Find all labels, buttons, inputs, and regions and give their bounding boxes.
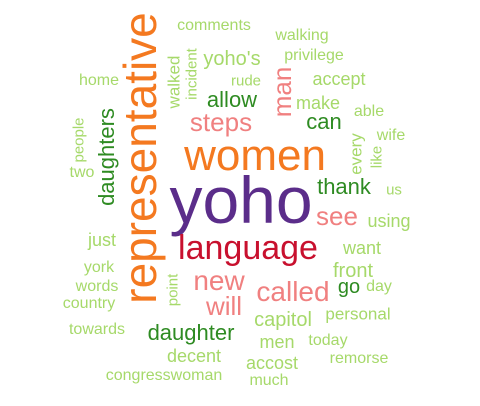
word-men: men	[259, 332, 295, 352]
word-country: country	[62, 295, 116, 312]
word-people: people	[70, 117, 88, 163]
word-go: go	[337, 276, 361, 298]
word-women: women	[184, 131, 326, 180]
word-walking: walking	[275, 27, 329, 44]
word-much: much	[249, 372, 289, 389]
word-language: language	[178, 229, 318, 267]
word-privilege: privilege	[284, 47, 344, 64]
word-yohos: yoho's	[203, 48, 261, 70]
word-wife: wife	[376, 127, 406, 144]
word-day: day	[366, 278, 392, 295]
word-daughters: daughters	[94, 108, 119, 206]
word-front: front	[332, 260, 374, 282]
word-want: want	[342, 238, 382, 258]
word-congresswoman: congresswoman	[105, 367, 223, 384]
word-can: can	[306, 109, 342, 134]
word-towards: towards	[68, 321, 126, 338]
word-us: us	[386, 181, 402, 199]
word-personal: personal	[325, 304, 391, 324]
word-decent: decent	[166, 346, 222, 366]
word-just: just	[87, 230, 117, 250]
word-thank: thank	[317, 174, 371, 199]
word-steps: steps	[189, 107, 253, 137]
word-using: using	[367, 211, 411, 231]
word-two: two	[69, 164, 95, 181]
word-remorse: remorse	[329, 350, 389, 367]
word-accost: accost	[245, 353, 299, 373]
word-comments: comments	[177, 17, 251, 34]
word-called: called	[256, 276, 330, 307]
word-point: point	[164, 273, 182, 307]
word-incident: incident	[183, 48, 201, 100]
word-see: see	[316, 201, 358, 231]
word-man: man	[267, 66, 297, 118]
word-accept: accept	[312, 69, 366, 89]
word-allow: allow	[206, 87, 258, 112]
word-york: york	[83, 259, 115, 276]
word-today: today	[308, 332, 348, 349]
word-rude: rude	[230, 72, 262, 90]
word-walked: walked	[164, 55, 184, 109]
word-capitol: capitol	[254, 309, 312, 331]
word-yoho: yoho	[169, 163, 313, 237]
word-will: will	[205, 291, 243, 321]
word-home: home	[78, 72, 120, 89]
word-able: able	[353, 103, 385, 120]
word-words: words	[75, 278, 119, 295]
word-representative: representative	[114, 12, 166, 304]
word-make: make	[295, 93, 341, 113]
word-like: like	[368, 145, 386, 169]
word-new: new	[193, 265, 245, 296]
word-every: every	[346, 133, 366, 175]
word-daughter: daughter	[147, 320, 235, 345]
